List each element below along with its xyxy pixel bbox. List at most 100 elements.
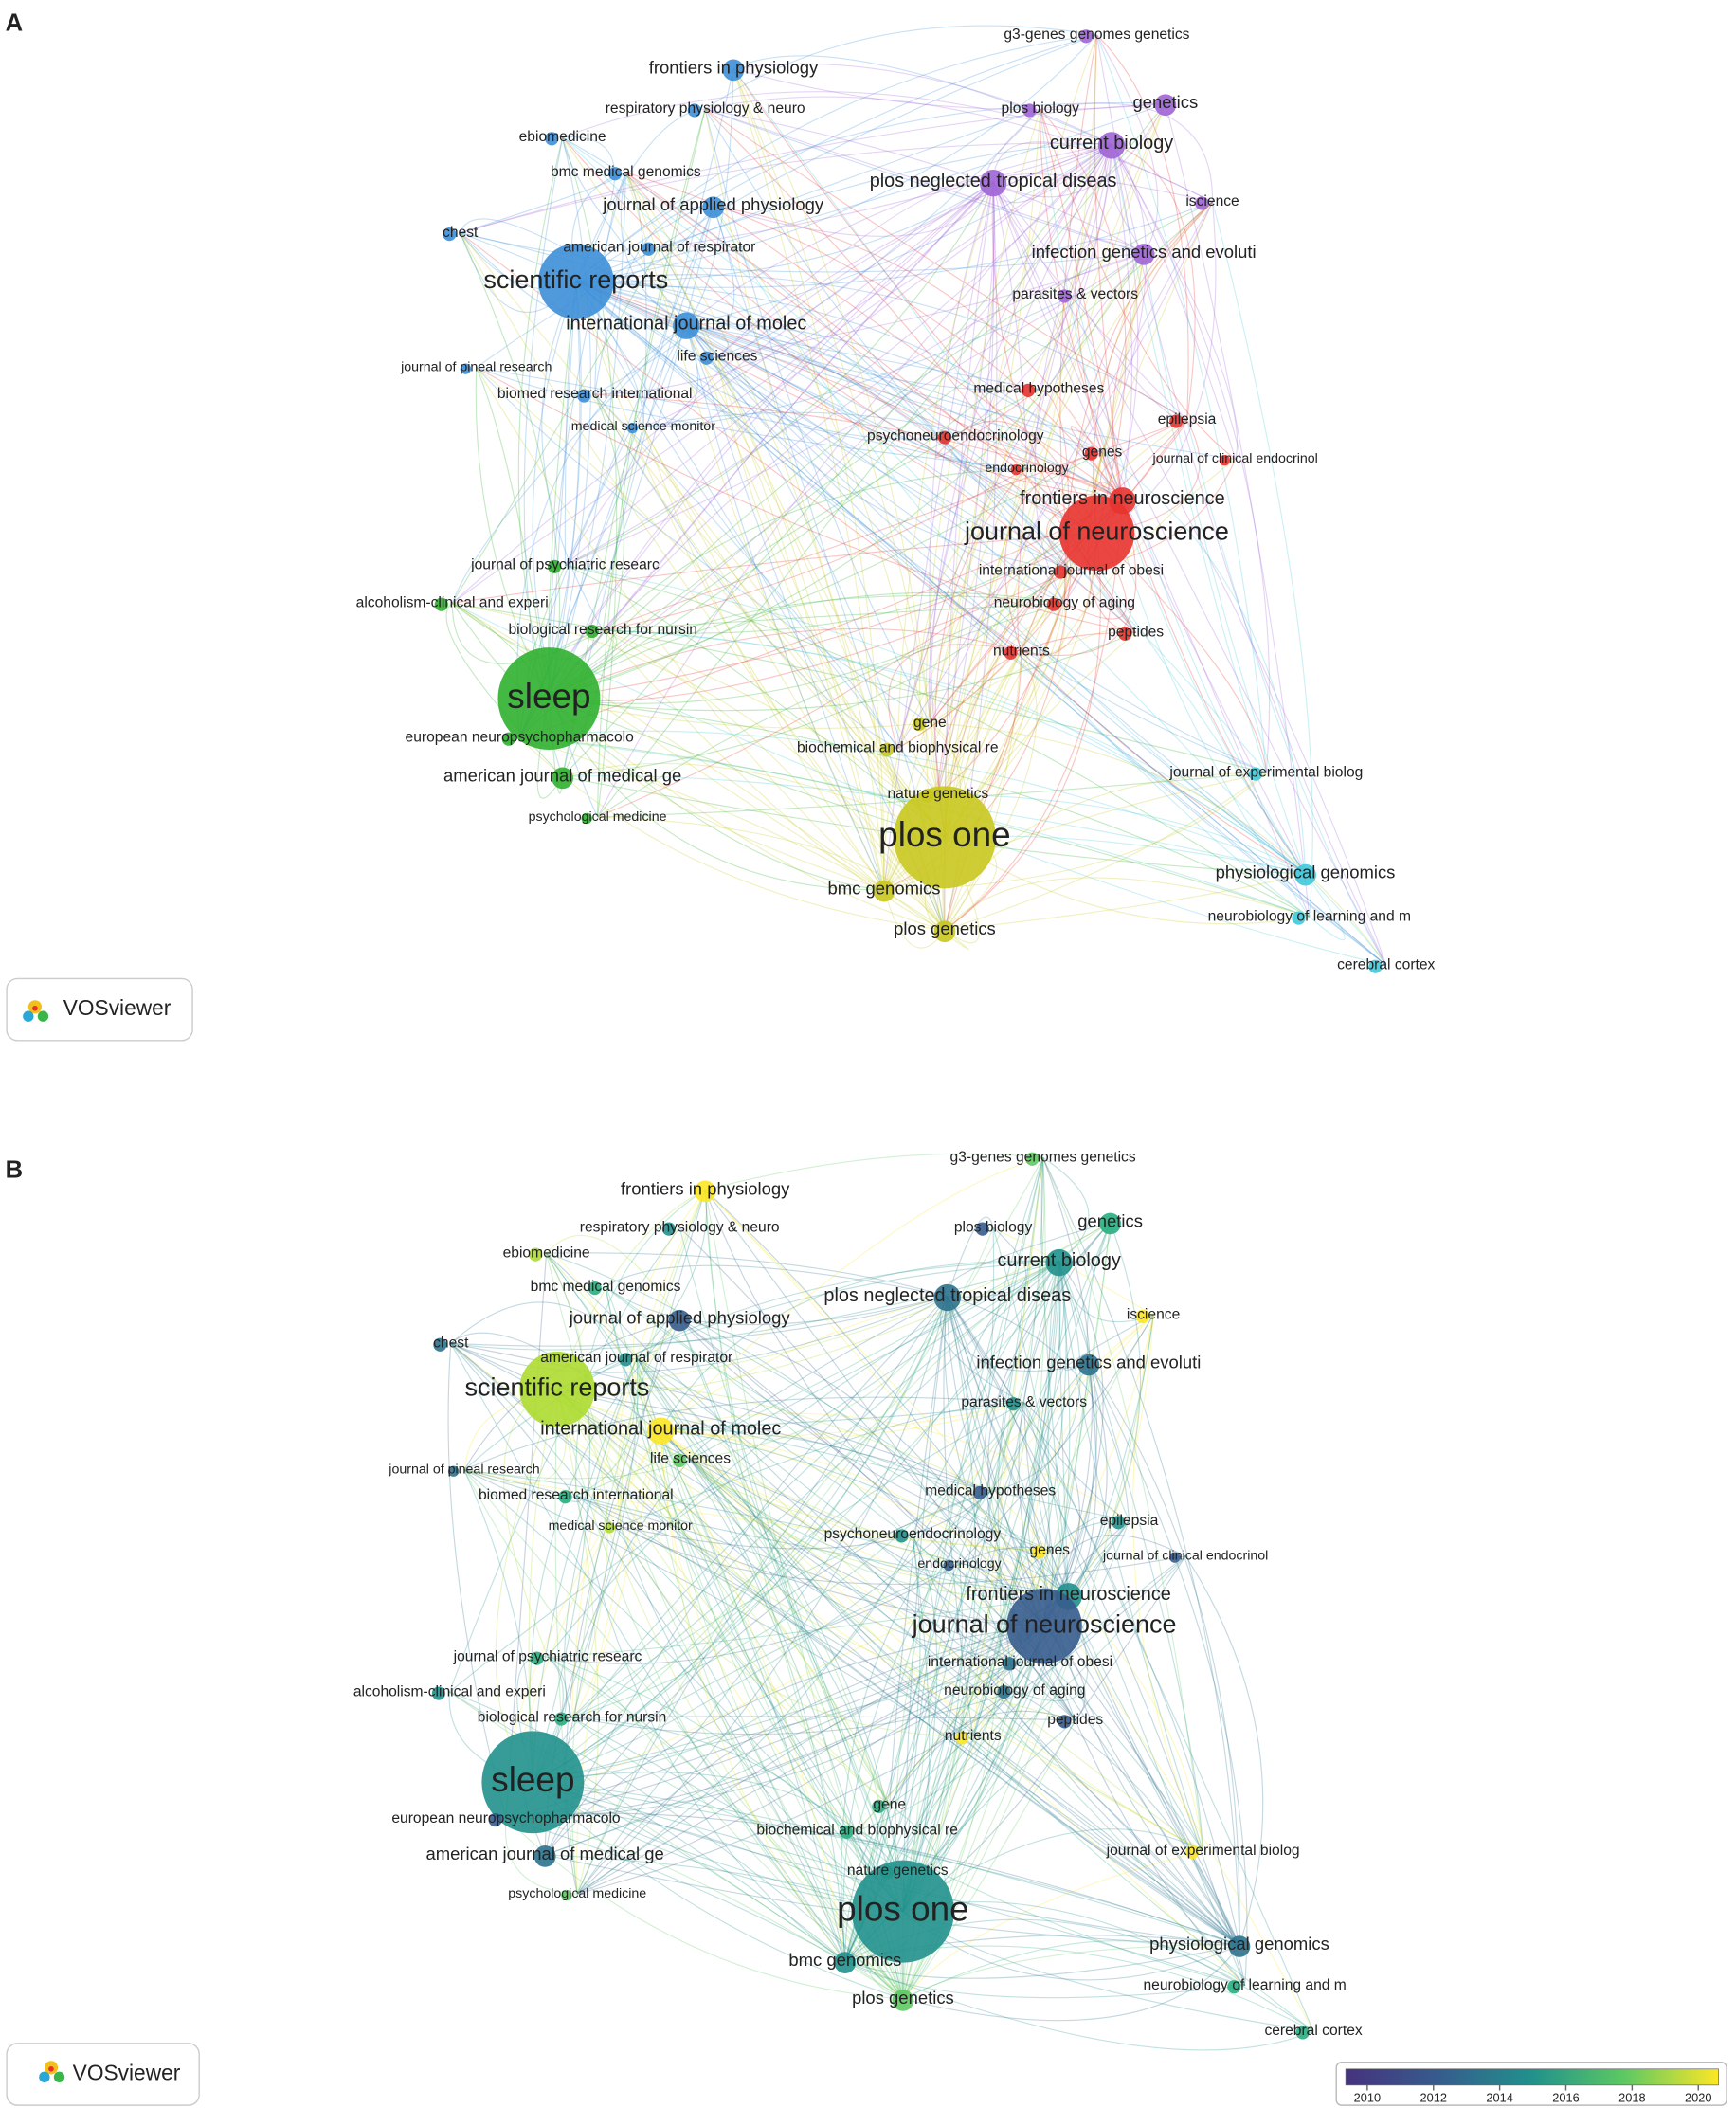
edge [992, 1227, 1070, 1595]
edge [1095, 34, 1159, 254]
edge [556, 1189, 706, 1390]
edge [450, 1342, 846, 1962]
node-label: biological research for nursin [478, 1709, 667, 1725]
edge [620, 172, 687, 325]
node-label: scientific reports [483, 265, 668, 294]
edge [1112, 201, 1213, 500]
edge [704, 1190, 1240, 1946]
node-label: bmc genomics [788, 1950, 901, 1970]
node [647, 1417, 675, 1445]
edge [883, 181, 994, 890]
edge [1017, 468, 1028, 652]
edge [519, 736, 946, 931]
edge [944, 533, 1101, 931]
node-label: physiological genomics [1149, 1934, 1329, 1954]
edge [533, 1296, 949, 1783]
edge [548, 281, 577, 700]
logo-text: VOSviewer [63, 995, 172, 1020]
edge [896, 181, 995, 749]
edge [857, 1157, 1044, 1831]
node-label: biomed research international [479, 1487, 674, 1503]
edge [660, 1428, 1069, 1596]
edge [449, 1691, 904, 2000]
edge [660, 1428, 846, 1962]
edge [575, 102, 1166, 282]
edge [575, 274, 1187, 421]
edge [1132, 1315, 1204, 1851]
node-label: iscience [1127, 1307, 1180, 1323]
edge [732, 68, 946, 931]
edge [451, 143, 1112, 604]
edge [463, 1469, 904, 2000]
edge [549, 201, 1213, 700]
node [604, 1522, 616, 1534]
edge [544, 1296, 949, 1856]
edge [548, 281, 582, 700]
edge [997, 1261, 1060, 1691]
edge [844, 1261, 1060, 1962]
node [722, 59, 745, 82]
edge [912, 1315, 1154, 1536]
node-label: peptides [1108, 625, 1164, 641]
edge [1038, 143, 1112, 390]
edge [624, 172, 1097, 534]
edge [463, 1400, 661, 1470]
edge [902, 1719, 1076, 2000]
node-label: biological research for nursin [508, 622, 697, 638]
colorbar-tick-label: 2010 [1354, 2090, 1381, 2104]
edge [902, 1363, 1090, 1913]
node-label: journal of pineal research [388, 1463, 539, 1478]
edge [713, 205, 939, 795]
edge [575, 281, 1387, 966]
edge [636, 1357, 1016, 1692]
node [687, 103, 701, 118]
edge [556, 1389, 891, 1806]
edge [575, 1495, 1045, 1627]
edge [944, 877, 1310, 931]
edge [716, 355, 1065, 604]
edge [571, 1261, 1060, 1718]
edge [460, 232, 946, 931]
node-label: ebiomedicine [503, 1245, 590, 1261]
edge [576, 1222, 1111, 1895]
edge [896, 1157, 1046, 1872]
node [1154, 94, 1177, 117]
edge [713, 205, 1123, 500]
edge [690, 1459, 1203, 1852]
edge [844, 1960, 1314, 2051]
node-label: respiratory physiology & neuro [606, 100, 805, 117]
node-label: nature genetics [887, 786, 988, 802]
edge [575, 281, 1136, 633]
edge [532, 1261, 1059, 1783]
node-label: scientific reports [465, 1373, 650, 1402]
node-label: frontiers in physiology [649, 57, 819, 77]
edge [889, 1296, 949, 1806]
edge [660, 1402, 1024, 1438]
node [1248, 767, 1263, 781]
node-label: journal of psychiatric researc [470, 557, 660, 573]
node [1195, 196, 1209, 210]
edge [636, 1357, 904, 2000]
node-label: parasites & vectors [1012, 286, 1138, 302]
edge [602, 629, 885, 891]
edge [713, 206, 1306, 875]
node [558, 1490, 572, 1504]
edge [556, 1222, 1111, 1390]
edge [902, 1222, 1112, 1912]
edge [602, 629, 946, 931]
edge [571, 1690, 1015, 1735]
node-label: genes [1082, 444, 1123, 460]
edge [944, 143, 1112, 838]
edge [690, 1459, 1021, 1663]
edge [992, 181, 1387, 966]
edge [562, 499, 1123, 778]
edge [1043, 1261, 1098, 1626]
edge [532, 1252, 590, 1783]
node-label: epilepsia [1158, 411, 1217, 427]
edge [620, 1525, 1186, 1585]
edge [732, 68, 1307, 875]
edge [603, 602, 1065, 631]
node [1228, 1935, 1251, 1957]
edge [1023, 1402, 1314, 2032]
edge [1095, 34, 1387, 966]
